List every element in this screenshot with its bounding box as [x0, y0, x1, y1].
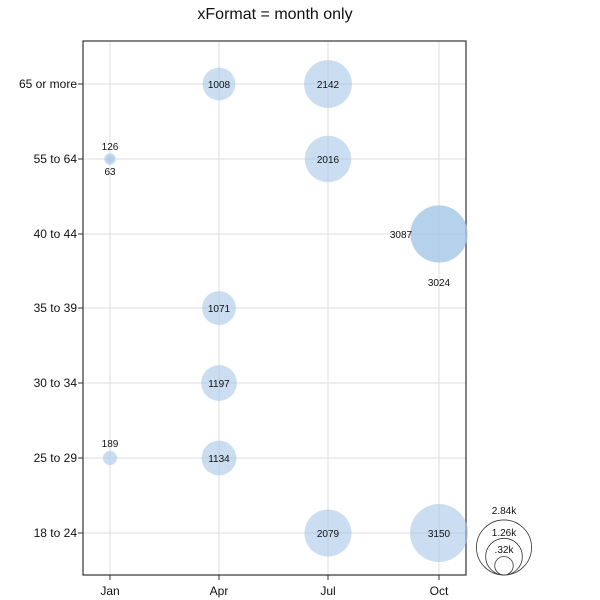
size-legend-circle [494, 556, 514, 576]
y-tick-label: 40 to 44 [34, 227, 78, 241]
bubble-label: 3087 [390, 230, 413, 241]
bubble [304, 135, 352, 183]
y-tick-label: 25 to 29 [34, 451, 78, 465]
bubble-label: 1071 [208, 304, 231, 315]
x-tick-label: Jul [320, 584, 335, 598]
bubble-label: 3024 [428, 278, 451, 289]
bubble [410, 504, 468, 562]
bubble-label: 3150 [428, 529, 451, 540]
size-legend-label: 1.26k [492, 528, 517, 539]
bubble [201, 365, 237, 401]
bubble-label: 1197 [208, 379, 230, 390]
bubble [201, 440, 237, 476]
x-tick-label: Oct [430, 584, 449, 598]
y-tick-label: 30 to 34 [34, 376, 78, 390]
bubble-label: 2079 [317, 529, 340, 540]
size-legend-label: 2.84k [492, 506, 517, 517]
x-tick-label: Jan [100, 584, 119, 598]
x-tick-label: Apr [210, 584, 229, 598]
bubble [102, 450, 118, 466]
bubble-label: 1008 [208, 80, 231, 91]
bubble-label: 63 [104, 167, 116, 178]
y-tick-label: 35 to 39 [34, 301, 78, 315]
bubble-label: 2016 [317, 155, 340, 166]
bubble [202, 67, 236, 101]
chart-title: xFormat = month only [197, 6, 353, 23]
y-tick-label: 65 or more [19, 77, 77, 91]
bubble-label: 126 [102, 142, 119, 153]
bubble [304, 60, 352, 108]
bubble-label: 2142 [317, 80, 340, 91]
bubble [202, 291, 236, 325]
size-legend-label: .32k [495, 545, 515, 556]
bubble [105, 154, 115, 164]
y-tick-label: 55 to 64 [34, 152, 78, 166]
bubble [304, 509, 352, 557]
bubble-label: 1134 [208, 454, 230, 465]
bubble [410, 205, 468, 263]
y-tick-label: 18 to 24 [34, 526, 78, 540]
bubble-label: 189 [102, 439, 119, 450]
